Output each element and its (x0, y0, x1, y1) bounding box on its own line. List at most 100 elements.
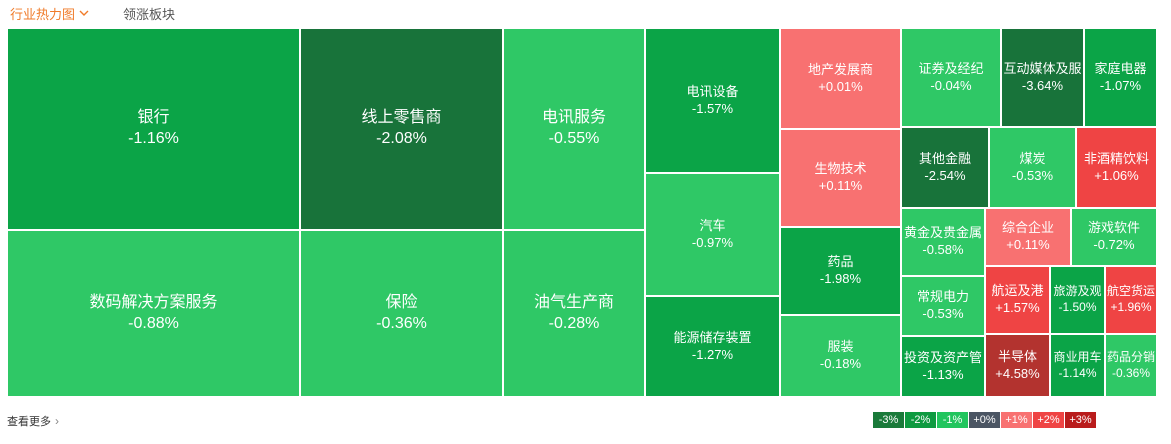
legend-swatch: +3% (1065, 412, 1097, 428)
watermark-text: 格隆汇 (1117, 421, 1159, 437)
legend-swatch: -1% (937, 412, 969, 428)
cell-name: 旅游及观 (1053, 284, 1102, 299)
cell-name: 药品 (827, 254, 854, 270)
tab-leading-sectors[interactable]: 领涨板块 (123, 4, 175, 23)
cell-change: +0.11% (818, 178, 863, 193)
heatmap-cell[interactable]: 其他金融 -2.54% (901, 127, 989, 208)
heatmap-cell[interactable]: 投资及资产管 -1.13% (901, 336, 985, 397)
cell-name: 汽车 (699, 217, 726, 233)
cell-change: -2.08% (376, 130, 427, 147)
tab-industry-heatmap-label: 行业热力图 (10, 6, 76, 22)
heatmap-cell[interactable]: 互动媒体及服 -3.64% (1001, 28, 1084, 127)
tab-bar: 行业热力图 领涨板块 (0, 0, 175, 26)
cell-name: 银行 (137, 109, 170, 127)
heatmap-cell[interactable]: 常规电力 -0.53% (901, 276, 985, 336)
cell-change: -1.98% (819, 271, 862, 286)
cell-name: 生物技术 (814, 161, 867, 177)
cell-name: 数码解决方案服务 (89, 293, 218, 311)
cell-change: -0.36% (376, 314, 427, 332)
heatmap-cell[interactable]: 航运及港 +1.57% (985, 266, 1050, 334)
cell-change: +1.96% (1110, 300, 1152, 314)
cell-name: 商业用车 (1053, 349, 1102, 364)
cell-change: +4.58% (995, 365, 1040, 381)
heatmap-cell[interactable]: 银行 -1.16% (7, 28, 300, 230)
cell-name: 线上零售商 (361, 109, 442, 127)
cell-name: 能源储存装置 (673, 329, 752, 345)
heatmap-cell[interactable]: 黄金及贵金属 -0.58% (901, 208, 985, 276)
cell-name: 服装 (827, 339, 854, 355)
heatmap-cell[interactable]: 商业用车 -1.14% (1050, 334, 1105, 397)
legend-swatch: -2% (905, 412, 937, 428)
legend-swatch: +2% (1033, 412, 1065, 428)
color-legend: -3% -2% -1% +0% +1% +2% +3% (873, 412, 1097, 428)
logo-icon (1097, 421, 1113, 437)
tab-leading-sectors-label: 领涨板块 (123, 6, 176, 22)
chevron-right-icon: › (55, 414, 59, 428)
heatmap-cell[interactable]: 电讯设备 -1.57% (645, 28, 780, 173)
cell-name: 地产发展商 (807, 61, 873, 77)
heatmap-cell[interactable]: 汽车 -0.97% (645, 173, 780, 296)
heatmap-cell[interactable]: 线上零售商 -2.08% (300, 28, 503, 230)
legend-swatch: +0% (969, 412, 1001, 428)
heatmap-cell[interactable]: 旅游及观 -1.50% (1050, 266, 1105, 334)
heatmap-cell[interactable]: 生物技术 +0.11% (780, 129, 901, 227)
cell-change: -1.14% (1058, 365, 1097, 380)
cell-name: 游戏软件 (1087, 220, 1140, 236)
cell-name: 航运及港 (991, 283, 1044, 299)
cell-name: 黄金及贵金属 (903, 225, 982, 241)
heatmap-cell[interactable]: 游戏软件 -0.72% (1071, 208, 1157, 266)
heatmap-cell[interactable]: 服装 -0.18% (780, 315, 901, 397)
heatmap-cell[interactable]: 综合企业 +0.11% (985, 208, 1071, 266)
legend-swatch: +1% (1001, 412, 1033, 428)
cell-change: -1.13% (922, 366, 964, 382)
heatmap-cell[interactable]: 数码解决方案服务 -0.88% (7, 230, 300, 397)
cell-name: 投资及资产管 (903, 349, 982, 365)
cell-name: 综合企业 (1001, 220, 1054, 236)
tab-industry-heatmap[interactable]: 行业热力图 (10, 4, 89, 23)
cell-name: 航空货运 (1106, 284, 1155, 299)
heatmap-cell[interactable]: 煤炭 -0.53% (989, 127, 1076, 208)
heatmap-cell[interactable]: 能源储存装置 -1.27% (645, 296, 780, 397)
cell-name: 保险 (385, 293, 418, 311)
cell-change: -0.36% (1111, 365, 1151, 380)
cell-change: -0.88% (128, 314, 179, 332)
heatmap-cell[interactable]: 半导体 +4.58% (985, 334, 1050, 397)
cell-change: -1.50% (1058, 300, 1097, 314)
chevron-down-icon (79, 10, 89, 16)
heatmap-cell[interactable]: 非酒精饮料 +1.06% (1076, 127, 1157, 208)
cell-change: -1.57% (691, 100, 734, 116)
cell-name: 药品分销 (1106, 349, 1155, 364)
cell-change: +0.11% (1006, 237, 1050, 252)
cell-name: 其他金融 (918, 150, 971, 166)
cell-name: 互动媒体及服 (1003, 60, 1082, 76)
cell-name: 煤炭 (1019, 150, 1046, 166)
heatmap-cell[interactable]: 航空货运 +1.96% (1105, 266, 1157, 334)
view-more-label: 查看更多 (7, 416, 51, 428)
heatmap-cell[interactable]: 保险 -0.36% (300, 230, 503, 397)
cell-change: -2.54% (924, 167, 966, 183)
cell-name: 半导体 (997, 348, 1037, 364)
cell-change: -1.07% (1099, 77, 1142, 93)
cell-change: +1.06% (1094, 167, 1139, 183)
view-more-link[interactable]: 查看更多 › (7, 413, 59, 429)
watermark: 格隆汇 (1097, 419, 1159, 439)
cell-change: -0.97% (691, 234, 734, 250)
cell-change: -1.16% (128, 130, 179, 147)
cell-change: -0.55% (548, 130, 600, 147)
cell-name: 常规电力 (916, 289, 969, 305)
heatmap-cell[interactable]: 药品 -1.98% (780, 227, 901, 315)
heatmap-cell[interactable]: 油气生产商 -0.28% (503, 230, 645, 397)
cell-name: 家庭电器 (1094, 60, 1147, 76)
heatmap-cell[interactable]: 电讯服务 -0.55% (503, 28, 645, 230)
cell-change: +1.57% (995, 300, 1040, 315)
heatmap-cell[interactable]: 证券及经纪 -0.04% (901, 28, 1001, 127)
cell-change: +0.01% (818, 78, 863, 94)
heatmap-cell[interactable]: 药品分销 -0.36% (1105, 334, 1157, 397)
cell-change: -0.58% (922, 242, 964, 257)
cell-change: -0.53% (1011, 167, 1054, 183)
cell-name: 油气生产商 (533, 293, 614, 311)
heatmap-cell[interactable]: 家庭电器 -1.07% (1084, 28, 1157, 127)
heatmap-cell[interactable]: 地产发展商 +0.01% (780, 28, 901, 129)
